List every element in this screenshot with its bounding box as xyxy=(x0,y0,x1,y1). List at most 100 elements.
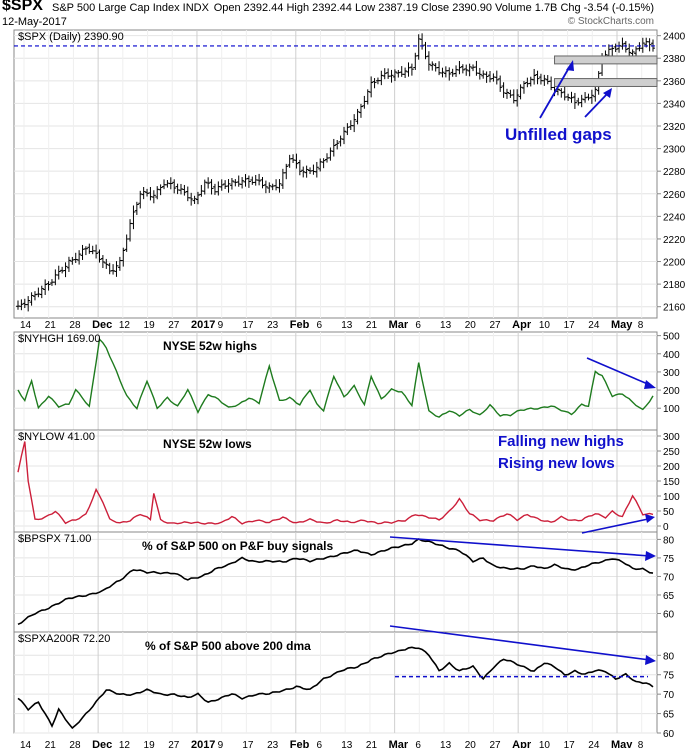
y-tick-label: 100 xyxy=(663,492,680,503)
y-tick-label: 300 xyxy=(663,368,680,379)
x-tick-label: 17 xyxy=(242,740,254,748)
x-tick-label: 17 xyxy=(242,320,254,331)
arrowhead xyxy=(645,655,656,665)
price-bars xyxy=(16,33,655,312)
y-tick-label: 200 xyxy=(663,462,680,473)
y-tick-label: 80 xyxy=(663,535,675,546)
arrowhead xyxy=(645,551,656,561)
panel-title: $BPSPX 71.00 xyxy=(18,533,91,545)
falling-highs-label: Falling new highs xyxy=(498,433,624,450)
x-tick-label: 8 xyxy=(638,740,644,748)
x-tick-label: 8 xyxy=(638,320,644,331)
gap-box xyxy=(554,55,658,65)
panel-frame-0 xyxy=(13,29,658,319)
y-tick-label: 400 xyxy=(663,350,680,361)
x-tick-label: 2017 xyxy=(191,739,215,748)
trend-arrow xyxy=(389,536,651,557)
x-tick-label: May xyxy=(611,739,633,748)
y-tick-label: 300 xyxy=(663,432,680,443)
y-tick-label: 60 xyxy=(663,609,675,620)
x-tick-label: Feb xyxy=(290,319,310,331)
x-tick-label: Dec xyxy=(92,319,112,331)
annotation-arrow xyxy=(539,65,571,119)
x-tick-label: Apr xyxy=(512,319,532,331)
panel-label: NYSE 52w highs xyxy=(163,339,257,353)
panel-title: $SPXA200R 72.20 xyxy=(18,633,110,645)
panel-frame-4 xyxy=(13,631,658,734)
x-tick-label: May xyxy=(611,319,633,331)
y-tick-label: 50 xyxy=(663,507,675,518)
x-tick-label: 10 xyxy=(539,320,551,331)
x-tick-label: Dec xyxy=(92,739,112,748)
x-tick-label: 28 xyxy=(69,740,81,748)
y-tick-label: 2280 xyxy=(663,167,686,178)
x-tick-label: 17 xyxy=(564,740,576,748)
x-tick-label: 12 xyxy=(119,740,131,748)
x-tick-label: 12 xyxy=(119,320,131,331)
y-tick-label: 70 xyxy=(663,690,675,701)
annotation-arrow xyxy=(584,92,609,118)
x-tick-label: 13 xyxy=(440,320,452,331)
y-tick-label: 100 xyxy=(663,404,680,415)
x-tick-label: 27 xyxy=(168,320,180,331)
y-tick-label: 200 xyxy=(663,386,680,397)
series-line-3 xyxy=(17,538,654,626)
x-tick-label: 27 xyxy=(489,320,501,331)
y-tick-label: 2380 xyxy=(663,54,686,65)
watermark: © StockCharts.com xyxy=(567,16,654,27)
x-tick-label: 21 xyxy=(366,740,378,748)
arrowhead xyxy=(645,514,655,523)
y-tick-label: 65 xyxy=(663,591,675,602)
x-tick-label: 21 xyxy=(366,320,378,331)
x-tick-label: 20 xyxy=(465,740,477,748)
x-tick-label: 20 xyxy=(465,320,477,331)
x-tick-label: Feb xyxy=(290,739,310,748)
series-line-1 xyxy=(17,337,654,418)
panel-label: % of S&P 500 on P&F buy signals xyxy=(142,539,333,553)
y-tick-label: 75 xyxy=(663,554,675,565)
x-tick-label: 9 xyxy=(218,740,224,748)
trend-arrow xyxy=(586,357,651,386)
x-tick-label: 23 xyxy=(267,740,279,748)
trend-arrow xyxy=(389,625,651,661)
x-tick-label: 6 xyxy=(316,320,322,331)
x-tick-label: 21 xyxy=(45,320,57,331)
y-tick-label: 2180 xyxy=(663,280,686,291)
x-tick-label: Mar xyxy=(389,739,409,748)
y-tick-label: 150 xyxy=(663,477,680,488)
x-tick-label: 14 xyxy=(20,320,32,331)
y-tick-label: 2240 xyxy=(663,212,686,223)
x-tick-label: Mar xyxy=(389,319,409,331)
x-tick-label: 13 xyxy=(440,740,452,748)
x-tick-label: 14 xyxy=(20,740,32,748)
x-tick-label: 21 xyxy=(45,740,57,748)
y-tick-label: 2200 xyxy=(663,258,686,269)
panel-label: % of S&P 500 above 200 dma xyxy=(145,639,311,653)
x-tick-label: 19 xyxy=(144,320,156,331)
x-tick-label: 27 xyxy=(489,740,501,748)
x-tick-label: 19 xyxy=(144,740,156,748)
y-tick-label: 2360 xyxy=(663,77,686,88)
y-tick-label: 2400 xyxy=(663,32,686,43)
panel-title: $NYLOW 41.00 xyxy=(18,431,95,443)
x-tick-label: 6 xyxy=(316,740,322,748)
x-tick-label: 9 xyxy=(218,320,224,331)
arrowhead xyxy=(644,380,656,389)
panel-title: $NYHGH 169.00 xyxy=(18,333,101,345)
y-tick-label: 2320 xyxy=(663,122,686,133)
y-tick-label: 2260 xyxy=(663,190,686,201)
symbol: $SPX xyxy=(2,0,43,14)
y-tick-label: 60 xyxy=(663,729,675,740)
y-tick-label: 65 xyxy=(663,710,675,721)
series-line-2 xyxy=(17,441,654,525)
x-tick-label: 27 xyxy=(168,740,180,748)
annotation-text: Unfilled gaps xyxy=(505,125,612,144)
x-tick-label: 10 xyxy=(539,740,551,748)
x-tick-label: 24 xyxy=(588,320,600,331)
x-tick-label: 17 xyxy=(564,320,576,331)
panel-label: NYSE 52w lows xyxy=(163,437,252,451)
quote-line: Open 2392.44 High 2392.44 Low 2387.19 Cl… xyxy=(213,2,654,14)
y-tick-label: 500 xyxy=(663,332,680,343)
y-tick-label: 80 xyxy=(663,651,675,662)
